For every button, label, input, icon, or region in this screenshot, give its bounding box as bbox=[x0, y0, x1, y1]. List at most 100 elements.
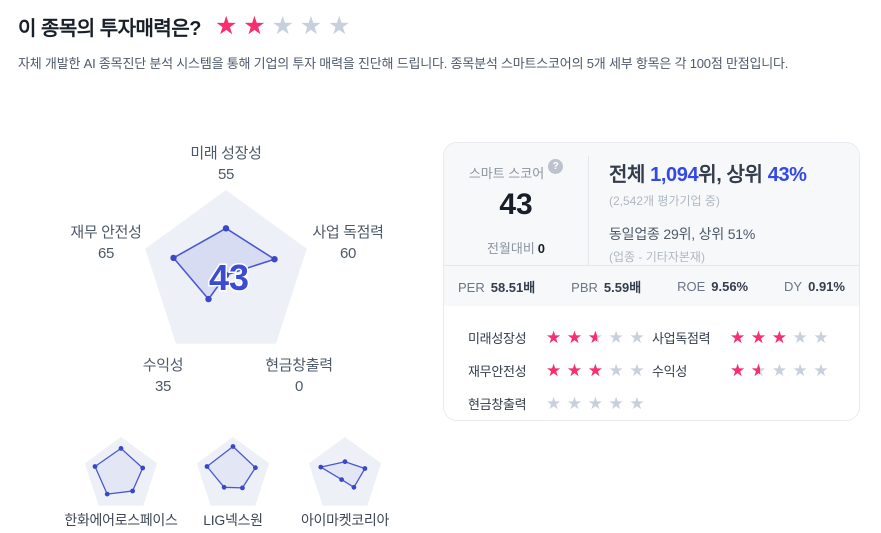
rating-label: 수익성 bbox=[652, 363, 687, 379]
radar-data-polygon bbox=[320, 461, 366, 488]
radar-center-score: 43 bbox=[209, 257, 249, 298]
rank-mid: 위, 상위 bbox=[698, 164, 768, 186]
rating-stars: ★★★★★★★★ bbox=[730, 329, 831, 346]
radar-dot bbox=[271, 256, 278, 263]
star-icon: ★ bbox=[299, 12, 323, 40]
radar-dot bbox=[222, 225, 230, 232]
peer-chart-imarket: 아이마켓코리아 bbox=[265, 431, 425, 530]
ratings-grid: 미래성장성★★★★★★★★사업독점력★★★★★★★★재무안전성★★★★★★★★수… bbox=[444, 306, 859, 414]
peer-chart-hanwha: 한화에어로스페이스 bbox=[41, 431, 201, 530]
radar-data-dots bbox=[204, 444, 258, 491]
rating-row: 수익성 ★★★★★★★ bbox=[652, 359, 859, 381]
rating-row: 미래성장성★★★★★★★★ bbox=[468, 326, 652, 348]
radar-data-dots bbox=[170, 225, 278, 303]
peer-radar-chart bbox=[84, 437, 158, 506]
radar-dot bbox=[204, 464, 210, 469]
overall-rank-line: 전체 1,094위, 상위 43% bbox=[609, 158, 859, 187]
peer-radar-chart bbox=[196, 437, 270, 506]
rating-row: 사업독점력 ★ ★ ★ ★ ★ ★ ★ ★ bbox=[652, 326, 859, 348]
radar-dot bbox=[130, 488, 135, 494]
star-icon: ★★ bbox=[730, 360, 746, 380]
star-icon: ★★ bbox=[566, 360, 583, 380]
radar-data-dots bbox=[318, 459, 368, 490]
smart-score-radar-chart: 미래 성장성 55 사업 독점력 60 현금창출력 0 수익성 35 재무 안전… bbox=[70, 145, 384, 395]
month-over-month: 전월대비 0 bbox=[487, 238, 545, 257]
star-icon: ★★ bbox=[750, 327, 767, 347]
axis-label-profit: 수익성 bbox=[143, 357, 184, 374]
star-icon: ★ bbox=[792, 327, 808, 347]
star-icon: ★ bbox=[271, 12, 294, 40]
star-icon: ★ bbox=[771, 360, 787, 380]
star-icon: ★ bbox=[608, 327, 624, 347]
radar-dot bbox=[221, 484, 227, 490]
rating-label: 현금창출력 bbox=[468, 396, 527, 412]
star-icon: ★ bbox=[327, 12, 351, 40]
rating-stars: ★★★★★★★ bbox=[730, 362, 831, 379]
radar-dot bbox=[240, 485, 245, 491]
rating-label: 재무안전성 bbox=[468, 363, 527, 379]
industry-note: (업종 - 기타자본재) bbox=[609, 250, 705, 264]
page-subtitle: 자체 개발한 AI 종목진단 분석 시스템을 통해 기업의 투자 매력을 진단해… bbox=[18, 56, 789, 71]
star-icon: ★★ bbox=[750, 360, 767, 380]
axis-label-monopoly: 사업 독점력 bbox=[312, 224, 383, 241]
star-icon: ★ bbox=[587, 393, 603, 413]
star-icon: ★ bbox=[813, 327, 829, 347]
star-icon: ★ bbox=[608, 360, 624, 380]
score-label: 스마트 스코어 bbox=[468, 166, 545, 181]
valuation-metrics-row: PER 58.51배 PBR 5.59배 ROE 9.56% DY 0.91% bbox=[444, 265, 859, 306]
star-icon: ★ bbox=[629, 327, 645, 347]
axis-label-finance: 재무 안전성 bbox=[70, 224, 141, 241]
star-icon: ★ bbox=[629, 360, 645, 380]
star-icon: ★ bbox=[546, 393, 562, 413]
radar-background-pentagon bbox=[196, 437, 270, 506]
radar-dot bbox=[140, 465, 146, 471]
peer-link-imarket[interactable]: 아이마켓코리아 bbox=[300, 512, 390, 528]
radar-dot bbox=[342, 459, 348, 465]
star-icon: ★★ bbox=[214, 12, 238, 40]
score-column: 스마트 스코어 ? 43 전월대비 0 bbox=[444, 156, 588, 265]
rank-note: (2,542개 평가기업 중) bbox=[609, 194, 720, 208]
axis-value-finance: 65 bbox=[98, 245, 114, 262]
rank-percent: 43% bbox=[767, 164, 807, 186]
star-icon: ★★ bbox=[566, 327, 583, 347]
star-icon: ★★ bbox=[587, 360, 603, 380]
radar-dot bbox=[222, 271, 230, 279]
rating-row: 재무안전성 ★ ★ ★ ★ ★ ★ ★ ★ bbox=[468, 359, 652, 381]
header: 이 종목의 투자매력은? ★ ★ ★ ★ ★ ★ ★ bbox=[0, 0, 881, 41]
score-card-top-section: 스마트 스코어 ? 43 전월대비 0 전체 1,094위, 상위 43% (2,… bbox=[444, 143, 859, 306]
radar-data-dots bbox=[92, 446, 146, 497]
radar-dot bbox=[230, 444, 236, 449]
radar-background-pentagon bbox=[308, 437, 382, 506]
mom-label: 전월대비 bbox=[486, 241, 535, 256]
axis-value-growth: 55 bbox=[218, 166, 234, 183]
star-icon: ★★ bbox=[546, 327, 562, 347]
radar-background-pentagon bbox=[145, 190, 307, 344]
rating-label: 미래성장성 bbox=[468, 330, 527, 346]
star-icon: ★ bbox=[608, 393, 624, 413]
radar-data-polygon bbox=[172, 227, 276, 300]
radar-dot bbox=[170, 254, 177, 262]
radar-dot bbox=[318, 464, 324, 470]
title-star-rating: ★ ★ ★ ★ ★ ★ ★ bbox=[215, 14, 354, 39]
metric-roe: ROE 9.56% bbox=[677, 278, 749, 294]
peer-link-lig[interactable]: LIG넥스원 bbox=[203, 512, 263, 528]
radar-dot bbox=[362, 466, 368, 471]
star-icon: ★ bbox=[792, 360, 808, 380]
radar-data-polygon bbox=[94, 447, 144, 495]
radar-dot bbox=[351, 484, 357, 490]
smart-score-card: 스마트 스코어 ? 43 전월대비 0 전체 1,094위, 상위 43% (2,… bbox=[443, 142, 860, 421]
metric-per: PER 58.51배 bbox=[458, 279, 536, 295]
peer-chart-lig: LIG넥스원 bbox=[153, 431, 313, 530]
help-icon[interactable]: ? bbox=[548, 159, 564, 174]
radar-data-polygon bbox=[206, 445, 257, 489]
star-icon: ★★ bbox=[771, 327, 787, 347]
star-icon: ★ bbox=[566, 393, 583, 413]
radar-dot bbox=[253, 465, 258, 471]
radar-dot bbox=[339, 477, 344, 482]
axis-label-cash: 현금창출력 bbox=[265, 357, 333, 374]
rating-row: 현금창출력 ★ ★ ★ ★ ★ bbox=[468, 392, 652, 414]
star-icon: ★★ bbox=[587, 327, 603, 347]
mom-value: 0 bbox=[537, 241, 546, 256]
peer-link-hanwha[interactable]: 한화에어로스페이스 bbox=[64, 512, 178, 528]
